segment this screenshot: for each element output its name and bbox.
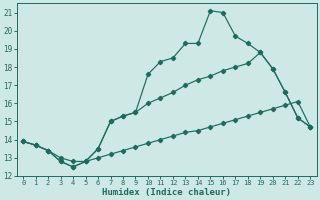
X-axis label: Humidex (Indice chaleur): Humidex (Indice chaleur) [102,188,231,197]
